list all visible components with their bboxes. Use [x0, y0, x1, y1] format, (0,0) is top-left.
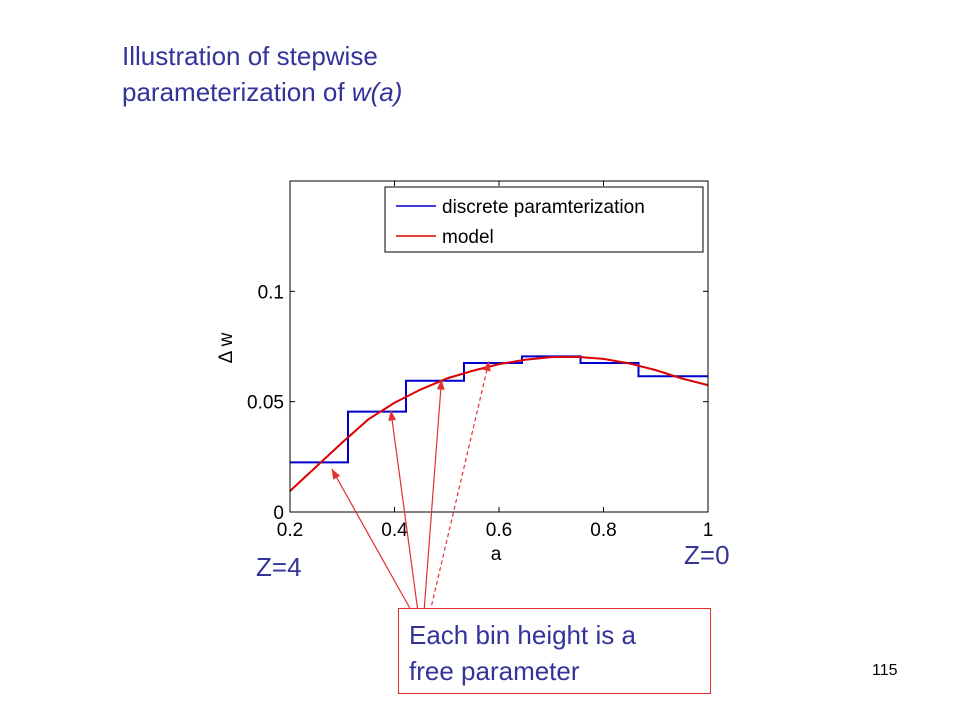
y-tick-label: 0.1: [258, 282, 284, 303]
annotation-arrow-head: [388, 410, 397, 421]
x-axis-label: a: [491, 544, 502, 565]
y-tick-label: 0.05: [247, 393, 284, 414]
x-tick-label: 0.4: [381, 520, 408, 541]
plot-layer: [289, 355, 709, 492]
y-axis-label: Δ w: [216, 332, 237, 363]
annotation-arrow-head: [331, 468, 341, 480]
x-tick-label: 0.2: [277, 520, 303, 541]
annotation-arrows: [331, 360, 491, 613]
legend-label-model: model: [442, 227, 494, 248]
series-model-curve: [289, 355, 709, 492]
x-tick-label: 0.8: [590, 520, 616, 541]
annotation-arrow-line: [429, 360, 490, 613]
page-number: 115: [872, 662, 898, 679]
series-discrete-step: [290, 355, 708, 464]
title-line-2-italic: w(a): [351, 77, 403, 107]
z4-label: Z=4: [256, 552, 302, 582]
note-line-1: Each bin height is a: [409, 620, 636, 650]
annotation-arrow-line: [423, 379, 443, 613]
annotation-note: Each bin height is a free parameter: [398, 608, 711, 694]
annotation-arrow-line: [331, 468, 413, 613]
annotation-arrow-line: [390, 410, 419, 613]
legend: discrete paramterization model: [384, 186, 704, 253]
axes-layer: 0.2 0.4 0.6 0.8 1 0 0.05 0.1: [247, 180, 714, 541]
y-tick-label: 0: [273, 503, 284, 524]
legend-box: [384, 186, 704, 253]
legend-label-discrete: discrete paramterization: [442, 197, 645, 218]
note-line-2: free parameter: [409, 656, 580, 686]
annotation-arrow-head: [436, 379, 445, 390]
title-line-2-prefix: parameterization of: [122, 77, 352, 107]
x-tick-label: 0.6: [486, 520, 512, 541]
slide-title: Illustration of stepwise parameterization…: [122, 38, 722, 110]
annotation-arrow-head: [482, 360, 491, 372]
x-tick-label: 1: [703, 520, 714, 541]
z0-label: Z=0: [684, 540, 730, 570]
title-line-1: Illustration of stepwise: [122, 41, 378, 71]
